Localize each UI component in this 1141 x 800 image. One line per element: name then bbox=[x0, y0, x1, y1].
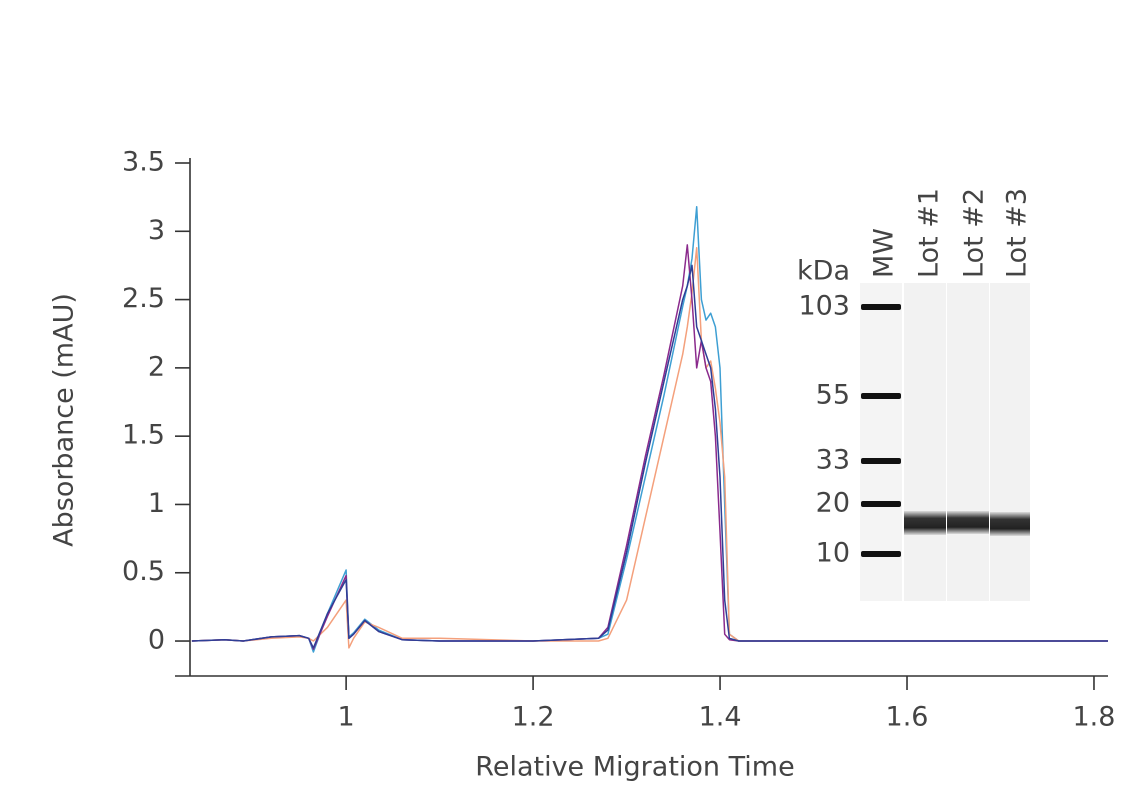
sample-band bbox=[947, 511, 989, 534]
gel-lane bbox=[947, 283, 989, 601]
gel-lane bbox=[990, 283, 1030, 601]
gel-lane bbox=[904, 283, 946, 601]
x-tick-label: 1.8 bbox=[1073, 702, 1116, 733]
y-tick-label: 1 bbox=[148, 488, 165, 519]
ladder-band bbox=[861, 551, 901, 557]
y-axis-title: Absorbance (mAU) bbox=[49, 293, 80, 547]
gel-lane bbox=[860, 283, 902, 601]
lane-label: Lot #1 bbox=[914, 188, 945, 278]
ladder-band bbox=[861, 501, 901, 507]
gel-inset: kDa bbox=[797, 256, 1030, 601]
trace bbox=[191, 246, 1108, 649]
y-tick-label: 2 bbox=[148, 351, 165, 382]
y-tick-label: 0.5 bbox=[122, 556, 165, 587]
x-axis-title: Relative Migration Time bbox=[475, 752, 794, 783]
ladder-label: 10 bbox=[816, 538, 850, 569]
ladder-label: 20 bbox=[816, 488, 850, 519]
lane-label: MW bbox=[869, 228, 900, 278]
unit-label: kDa bbox=[797, 256, 850, 287]
ladder-band bbox=[861, 458, 901, 464]
ladder-label: 55 bbox=[816, 380, 850, 411]
x-tick-label: 1.6 bbox=[886, 702, 929, 733]
y-tick-label: 1.5 bbox=[122, 420, 165, 451]
ladder-band bbox=[861, 304, 901, 310]
y-tick-label: 2.5 bbox=[122, 283, 165, 314]
trace bbox=[191, 264, 1108, 649]
sample-band bbox=[990, 512, 1030, 536]
ladder-label: 103 bbox=[798, 291, 850, 322]
ladder-band bbox=[861, 393, 901, 399]
x-tick-label: 1 bbox=[338, 702, 355, 733]
x-tick-label: 1.4 bbox=[699, 702, 742, 733]
y-tick-label: 3.5 bbox=[122, 147, 165, 178]
sample-band bbox=[904, 511, 946, 535]
lane-label: Lot #3 bbox=[1002, 188, 1033, 278]
y-tick-label: 3 bbox=[148, 215, 165, 246]
y-tick-label: 0 bbox=[148, 625, 165, 656]
ladder-label: 33 bbox=[816, 445, 850, 476]
lane-label: Lot #2 bbox=[959, 188, 990, 278]
x-tick-label: 1.2 bbox=[512, 702, 555, 733]
